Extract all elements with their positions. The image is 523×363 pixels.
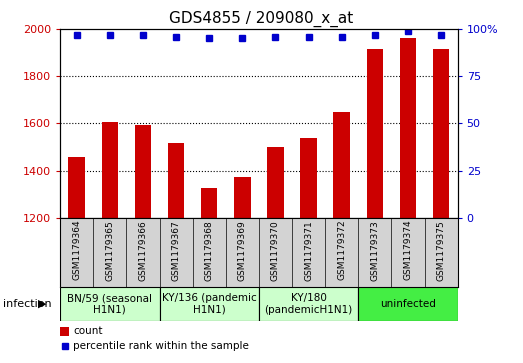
Bar xyxy=(267,147,283,218)
Text: GSM1179373: GSM1179373 xyxy=(370,220,379,281)
Bar xyxy=(334,112,350,218)
Text: GSM1179368: GSM1179368 xyxy=(204,220,214,281)
Text: GSM1179375: GSM1179375 xyxy=(437,220,446,281)
Bar xyxy=(400,38,416,218)
Bar xyxy=(358,287,458,321)
Text: KY/180
(pandemicH1N1): KY/180 (pandemicH1N1) xyxy=(265,293,353,315)
Bar xyxy=(234,176,251,218)
Text: GSM1179367: GSM1179367 xyxy=(172,220,180,281)
Text: GSM1179374: GSM1179374 xyxy=(403,220,413,281)
Bar xyxy=(101,122,118,218)
Text: GDS4855 / 209080_x_at: GDS4855 / 209080_x_at xyxy=(169,11,354,27)
Text: ▶: ▶ xyxy=(38,299,47,309)
Bar xyxy=(60,327,69,336)
Text: infection: infection xyxy=(3,299,51,309)
Text: BN/59 (seasonal
H1N1): BN/59 (seasonal H1N1) xyxy=(67,293,152,315)
Text: GSM1179371: GSM1179371 xyxy=(304,220,313,281)
Text: GSM1179366: GSM1179366 xyxy=(139,220,147,281)
Text: count: count xyxy=(73,326,103,337)
Text: KY/136 (pandemic
H1N1): KY/136 (pandemic H1N1) xyxy=(162,293,257,315)
Text: GSM1179364: GSM1179364 xyxy=(72,220,81,281)
Bar xyxy=(168,143,185,218)
Bar xyxy=(433,49,449,218)
Bar xyxy=(60,287,160,321)
Text: uninfected: uninfected xyxy=(380,299,436,309)
Bar xyxy=(201,188,218,218)
Text: GSM1179372: GSM1179372 xyxy=(337,220,346,281)
Bar xyxy=(259,287,358,321)
Bar xyxy=(69,157,85,218)
Text: GSM1179370: GSM1179370 xyxy=(271,220,280,281)
Bar xyxy=(160,287,259,321)
Text: GSM1179369: GSM1179369 xyxy=(238,220,247,281)
Text: percentile rank within the sample: percentile rank within the sample xyxy=(73,341,249,351)
Bar xyxy=(135,125,151,218)
Bar xyxy=(367,49,383,218)
Bar xyxy=(300,138,317,218)
Text: GSM1179365: GSM1179365 xyxy=(105,220,115,281)
